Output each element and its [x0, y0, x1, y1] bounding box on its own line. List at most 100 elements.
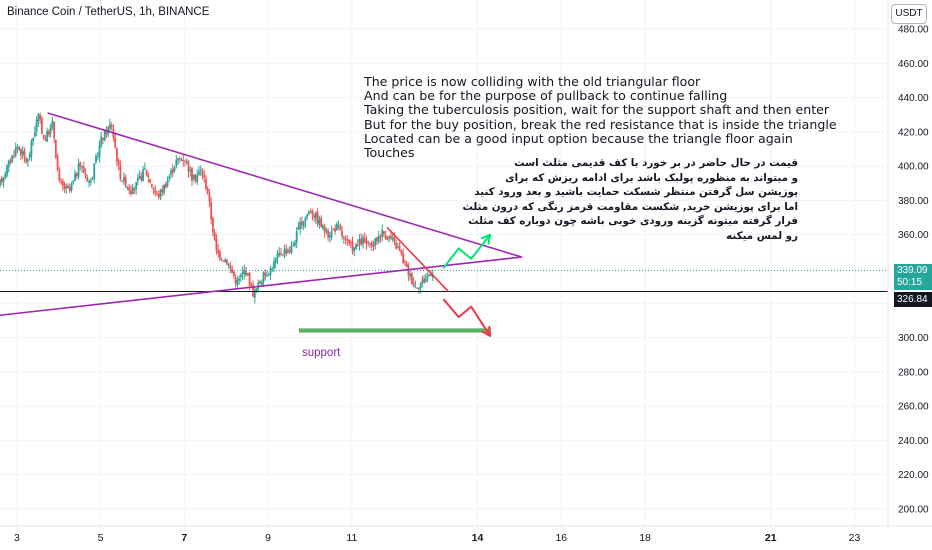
symbol-title[interactable]: Binance Coin / TetherUS, 1h, BINANCE: [7, 6, 210, 18]
candle-body: [248, 272, 251, 286]
candle-body: [6, 165, 8, 176]
candle-body: [267, 274, 270, 276]
candle-body: [210, 201, 213, 219]
annotation-persian-line: رو لمس میکنه: [726, 229, 798, 242]
candle-body: [246, 273, 249, 275]
x-tick-label: 18: [639, 532, 651, 544]
candle-body: [304, 217, 307, 222]
x-tick-label: 9: [265, 532, 271, 544]
candle-body: [269, 268, 272, 275]
candle-body: [116, 148, 118, 162]
candle-body: [238, 278, 241, 281]
candle-body: [215, 238, 218, 251]
candle-body: [163, 184, 165, 194]
candle-body: [379, 236, 382, 238]
candle-body: [95, 156, 97, 163]
candle-body: [225, 259, 228, 265]
candle-body: [147, 175, 150, 178]
candle-body: [283, 249, 286, 255]
candle-body: [287, 250, 289, 253]
candle-body: [194, 174, 197, 181]
candle-body: [356, 244, 359, 246]
triangle-lower-line: [0, 256, 523, 317]
candle-body: [417, 287, 420, 290]
candle-body: [339, 225, 342, 230]
annotation-persian[interactable]: قیمت در حال حاضر در بر خورد با کف قدیمی …: [462, 156, 798, 244]
candle-body: [360, 238, 363, 245]
candle-body: [358, 239, 361, 245]
candle-body: [220, 259, 223, 261]
candle-body: [89, 180, 92, 183]
candle-body: [309, 211, 312, 213]
candle-body: [23, 150, 26, 157]
candle-body: [416, 287, 419, 289]
candle-body: [370, 242, 373, 247]
candle-body: [199, 169, 202, 171]
candle-body: [46, 130, 49, 142]
support-label[interactable]: support: [302, 347, 341, 359]
candle-body: [236, 280, 239, 285]
x-tick-label: 3: [14, 532, 20, 544]
y-tick-label: 400.00: [898, 162, 929, 173]
candle-body: [54, 139, 57, 158]
y-tick-label: 280.00: [898, 367, 929, 378]
candle-body: [323, 226, 326, 233]
candle-body: [363, 238, 366, 242]
y-tick-label: 240.00: [898, 436, 929, 447]
candle-body: [400, 250, 403, 255]
candle-body: [365, 240, 368, 244]
candle-body: [402, 253, 405, 263]
annotation-persian-line: قیمت در حال حاضر در بر خورد با کف قدیمی …: [514, 157, 798, 169]
candle-body: [397, 246, 399, 248]
candle-body: [264, 272, 267, 276]
y-tick-label: 480.00: [898, 25, 929, 36]
candle-body: [318, 219, 321, 225]
candle-body: [412, 282, 415, 286]
candle-body: [157, 193, 160, 198]
candle-body: [124, 176, 127, 188]
candle-body: [390, 235, 392, 240]
candle-body: [44, 139, 47, 141]
candle-body: [224, 259, 227, 263]
candle-body: [168, 176, 171, 179]
candle-body: [297, 227, 300, 230]
candle-body: [421, 279, 424, 283]
candle-body: [332, 228, 335, 230]
candle-body: [67, 185, 69, 189]
candle-body: [280, 252, 282, 254]
candle-body: [114, 137, 117, 148]
candle-body: [271, 269, 274, 271]
currency-button[interactable]: USDT: [891, 4, 927, 24]
candle-body: [252, 284, 254, 297]
candle-body: [13, 155, 15, 157]
annotation-english-line: The price is now colliding with the old …: [364, 74, 701, 89]
candle-body: [274, 258, 277, 264]
candle-body: [405, 263, 408, 267]
candle-body: [131, 187, 134, 195]
candle-body: [7, 160, 10, 168]
candle-body: [302, 221, 305, 227]
x-tick-label: 7: [181, 532, 187, 544]
candle-body: [290, 246, 293, 253]
candle-body: [63, 184, 66, 190]
annotation-persian-line: قرار گرفته میتونه گزینه ورودی خوبی باشه …: [468, 215, 798, 228]
candle-body: [308, 211, 310, 215]
arrow-up: [443, 233, 492, 269]
candle-body: [426, 275, 429, 279]
price-axis-panel[interactable]: [888, 0, 932, 526]
grid-lines: [0, 0, 888, 526]
candle-body: [149, 178, 151, 183]
candle-body: [245, 270, 247, 276]
candle-body: [428, 274, 431, 277]
annotation-english[interactable]: The price is now colliding with the old …: [364, 74, 837, 160]
candle-body: [65, 186, 68, 189]
candle-body: [42, 134, 45, 139]
candle-body: [105, 131, 108, 135]
x-tick-label: 16: [555, 532, 567, 544]
candle-body: [58, 169, 61, 181]
resistance-line: [386, 227, 449, 293]
candle-body: [330, 230, 333, 238]
candle-body: [128, 187, 131, 191]
y-tick-label: 300.00: [898, 333, 929, 344]
